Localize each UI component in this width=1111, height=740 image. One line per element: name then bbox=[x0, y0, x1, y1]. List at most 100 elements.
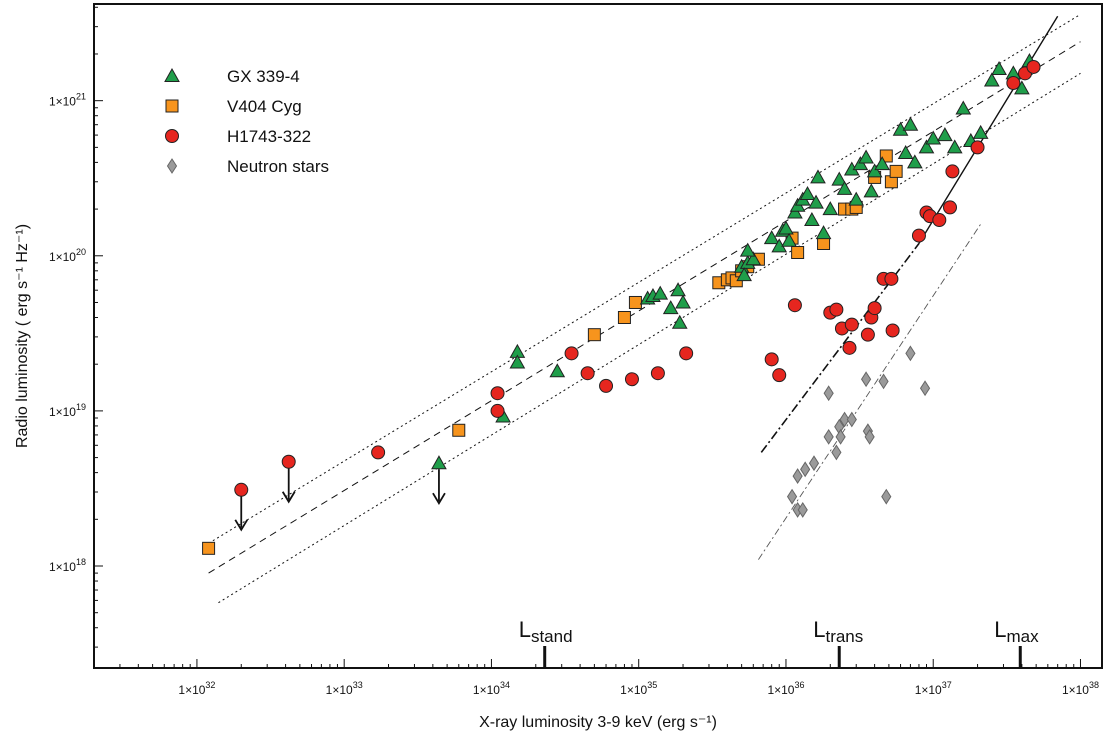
point-neutron-stars bbox=[864, 428, 875, 445]
point-gx-339-4 bbox=[799, 186, 816, 201]
plot-frame bbox=[93, 3, 1103, 669]
fit-line-dotted-1 bbox=[208, 13, 1081, 544]
point-h1743-322 bbox=[932, 213, 947, 228]
upper-limit-arrow-head bbox=[432, 492, 446, 505]
point-gx-339-4 bbox=[991, 60, 1007, 76]
point-neutron-stars bbox=[831, 444, 842, 461]
point-gx-339-4 bbox=[808, 194, 824, 209]
point-gx-339-4 bbox=[509, 354, 526, 369]
upper-limit-point bbox=[431, 455, 447, 470]
point-gx-339-4 bbox=[778, 220, 794, 235]
point-gx-339-4 bbox=[549, 363, 566, 378]
marker-label-max: Lmax bbox=[994, 617, 1039, 646]
upper-limit-arrow-head bbox=[234, 519, 249, 532]
point-h1743-322 bbox=[1026, 59, 1041, 74]
point-h1743-322 bbox=[943, 200, 958, 215]
point-h1743-322 bbox=[842, 340, 857, 355]
y-tick-label: 1×1019 bbox=[49, 402, 86, 419]
point-neutron-stars bbox=[846, 411, 857, 428]
point-gx-339-4 bbox=[897, 144, 914, 159]
point-h1743-322 bbox=[679, 346, 694, 361]
point-gx-339-4 bbox=[848, 191, 865, 206]
point-gx-339-4 bbox=[763, 230, 780, 245]
point-h1743-322 bbox=[371, 445, 386, 460]
point-neutron-stars bbox=[905, 345, 916, 362]
legend-marker-gx-339-4 bbox=[164, 67, 180, 82]
y-tick-label: 1×1021 bbox=[49, 92, 86, 109]
point-h1743-322 bbox=[844, 317, 859, 332]
point-gx-339-4 bbox=[955, 100, 972, 115]
fit-line-dashed-0 bbox=[208, 41, 1081, 574]
point-neutron-stars bbox=[808, 455, 820, 472]
fit-lines bbox=[208, 13, 1081, 604]
point-h1743-322 bbox=[829, 302, 844, 317]
y-tick-label: 1×1018 bbox=[49, 557, 86, 574]
point-gx-339-4 bbox=[652, 285, 669, 300]
x-tick-label: 1×1037 bbox=[915, 680, 952, 697]
x-tick-label: 1×1034 bbox=[473, 680, 510, 697]
point-gx-339-4 bbox=[736, 267, 752, 282]
point-h1743-322 bbox=[599, 378, 614, 393]
point-h1743-322 bbox=[772, 368, 787, 383]
point-neutron-stars bbox=[786, 488, 798, 505]
point-h1743-322 bbox=[884, 271, 899, 286]
point-neutron-stars bbox=[835, 428, 846, 445]
point-v404-cyg bbox=[628, 295, 642, 309]
point-gx-339-4 bbox=[662, 300, 679, 315]
point-h1743-322 bbox=[970, 140, 985, 155]
point-gx-339-4 bbox=[831, 171, 848, 186]
x-tick-label: 1×1035 bbox=[620, 680, 657, 697]
point-v404-cyg bbox=[617, 311, 631, 325]
point-gx-339-4 bbox=[836, 180, 853, 195]
legend-label-h1743-322: H1743-322 bbox=[227, 127, 311, 146]
point-h1743-322 bbox=[787, 298, 802, 313]
point-gx-339-4 bbox=[937, 127, 953, 142]
point-neutron-stars bbox=[800, 461, 811, 478]
point-gx-339-4 bbox=[866, 163, 883, 178]
point-h1743-322 bbox=[580, 366, 595, 381]
point-neutron-stars bbox=[881, 488, 892, 505]
upper-limit-point bbox=[281, 454, 296, 469]
point-gx-339-4 bbox=[906, 154, 923, 169]
point-neutron-stars bbox=[860, 371, 872, 388]
fit-line-dotted-2 bbox=[218, 72, 1081, 604]
point-gx-339-4 bbox=[671, 314, 688, 329]
point-h1743-322 bbox=[624, 372, 639, 387]
point-gx-339-4 bbox=[822, 201, 839, 216]
legend-marker-neutron-stars bbox=[166, 158, 178, 174]
upper-limit-point bbox=[234, 482, 249, 497]
x-tick-label: 1×1033 bbox=[326, 680, 363, 697]
point-neutron-stars bbox=[919, 380, 931, 397]
point-v404-cyg bbox=[452, 423, 466, 437]
legend-marker-h1743-322 bbox=[165, 129, 179, 143]
point-neutron-stars bbox=[792, 468, 803, 484]
y-axis-title: Radio luminosity ( erg s⁻¹ Hz⁻¹) bbox=[14, 224, 31, 448]
legend-label-neutron-stars: Neutron stars bbox=[227, 157, 329, 176]
point-neutron-stars bbox=[878, 373, 889, 390]
point-neutron-stars bbox=[823, 385, 834, 402]
point-h1743-322 bbox=[860, 327, 875, 342]
point-gx-339-4 bbox=[918, 139, 935, 154]
point-gx-339-4 bbox=[804, 212, 820, 227]
point-neutron-stars bbox=[797, 501, 808, 518]
point-h1743-322 bbox=[885, 323, 900, 338]
point-h1743-322 bbox=[650, 366, 665, 381]
x-tick-label: 1×1036 bbox=[767, 680, 804, 697]
legend-marker-v404-cyg bbox=[165, 99, 179, 113]
axes: 1×1032 1×1033 1×1034 1×1035 1×1036 1×1037 1×10… bbox=[49, 6, 1099, 697]
point-gx-339-4 bbox=[902, 116, 919, 131]
point-gx-339-4 bbox=[972, 124, 989, 139]
data-points bbox=[202, 53, 1041, 555]
point-v404-cyg bbox=[587, 328, 601, 342]
point-gx-339-4 bbox=[874, 156, 891, 171]
point-v404-cyg bbox=[202, 541, 216, 555]
fit-line-dashdot-thin-5 bbox=[758, 223, 982, 560]
point-gx-339-4 bbox=[815, 225, 832, 240]
point-h1743-322 bbox=[564, 346, 579, 361]
point-h1743-322 bbox=[945, 164, 960, 179]
point-gx-339-4 bbox=[983, 72, 1000, 87]
point-gx-339-4 bbox=[810, 169, 826, 184]
point-v404-cyg bbox=[791, 245, 805, 259]
upper-limit-arrow-head bbox=[281, 491, 296, 504]
